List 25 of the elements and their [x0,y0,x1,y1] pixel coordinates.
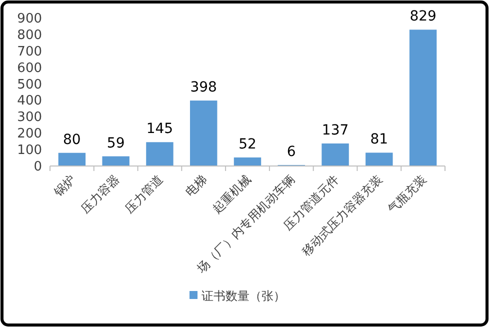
y-tick-label: 600 [17,60,42,76]
x-tick-label: 压力容器 [78,172,122,216]
y-tick-label: 400 [17,94,42,109]
data-label: 52 [238,136,256,152]
y-tick-label: 0 [34,160,42,174]
y-tick-label: 300 [17,110,42,126]
data-label: 6 [286,144,296,160]
data-label: 829 [410,8,436,25]
y-tick-label: 200 [17,126,42,142]
y-tick-label: 700 [17,44,42,60]
data-label: 59 [106,135,125,152]
x-tick-label: 压力管道 [122,172,166,216]
data-label: 80 [63,132,81,148]
x-tick-label: 气瓶充装 [385,172,430,216]
y-tick-label: 100 [17,143,42,158]
data-label: 137 [322,122,349,138]
data-label: 81 [370,132,388,148]
x-tick-label: 电梯 [182,172,210,200]
y-tick-label: 900 [17,12,42,26]
x-tick-label: 锅炉 [50,172,78,200]
y-tick-label: 800 [17,28,42,43]
data-label: 145 [146,121,174,138]
legend-label: 证书数量（张） [202,289,286,303]
data-label: 398 [190,80,217,96]
y-tick-label: 500 [17,77,42,92]
